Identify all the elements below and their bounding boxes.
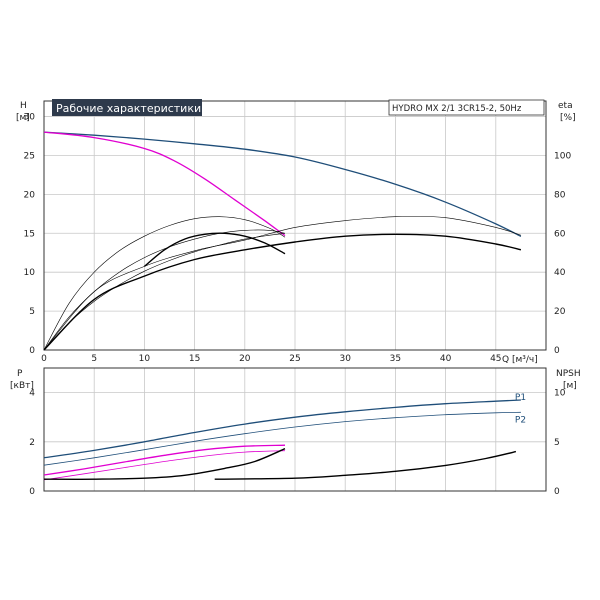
top-x-tick-label: 40 (440, 354, 452, 364)
top-y-left-tick-label: 10 (24, 268, 36, 278)
y-right-unit: [%] (560, 113, 576, 123)
bottom-series-line-4 (43, 448, 286, 480)
bottom-y-left-tick-label: 4 (29, 389, 35, 399)
top-y-left-tick-label: 5 (29, 307, 35, 317)
chart-title: Рабочие характеристики (56, 102, 201, 115)
top-chart-grid (43, 101, 546, 351)
y-right-label: eta (558, 101, 573, 111)
top-x-tick-label: 25 (289, 354, 300, 364)
top-x-tick-label: 5 (91, 354, 97, 364)
top-y-right-tick-label: 20 (554, 307, 566, 317)
top-chart-ticks: 0 5 10 15 20 25 30 35 40 45 0 5 10 15 20 25 30 0 20 40 60 80 1… (24, 113, 572, 364)
top-x-tick-label: 35 (390, 354, 401, 364)
power-axis-label: P (17, 369, 23, 379)
top-y-right-tick-label: 80 (554, 190, 566, 200)
top-series-line-0 (43, 131, 522, 237)
top-chart-series (43, 131, 522, 351)
top-series-line-6 (43, 233, 286, 351)
bottom-series-line-3 (43, 450, 286, 481)
top-y-left-tick-label: 15 (24, 229, 35, 239)
npsh-axis-unit: [м] (563, 381, 577, 391)
bottom-chart-ticks: 0 2 4 0 5 10 (29, 389, 565, 497)
top-y-right-tick-label: 0 (554, 346, 560, 356)
top-y-left-tick-label: 20 (24, 190, 36, 200)
top-series-line-7 (43, 216, 521, 351)
top-y-left-tick-label: 25 (24, 151, 35, 161)
top-x-tick-label: 15 (189, 354, 200, 364)
chart-title-box (52, 99, 202, 116)
bottom-y-right-tick-label: 10 (554, 389, 566, 399)
top-x-tick-label: 20 (239, 354, 251, 364)
top-x-tick-label: 10 (139, 354, 151, 364)
npsh-axis-label: NPSH (556, 369, 581, 379)
bottom-series-line-2 (43, 444, 286, 476)
bottom-y-left-tick-label: 2 (29, 438, 35, 448)
power-axis-unit: [кВт] (10, 381, 34, 391)
x-axis-label: Q [м³/ч] (502, 355, 538, 365)
top-x-tick-label: 45 (490, 354, 501, 364)
bottom-series-line-0 (43, 399, 521, 459)
top-y-right-tick-label: 40 (554, 268, 566, 278)
top-series-line-4 (43, 216, 286, 351)
y-left-label: H (20, 101, 27, 111)
top-y-right-tick-label: 100 (554, 151, 571, 161)
bottom-series-label-p1: P1 (515, 393, 526, 403)
bottom-y-right-tick-label: 5 (554, 438, 560, 448)
chart-subtitle: HYDRO MX 2/1 3CR15-2, 50Hz (392, 104, 522, 114)
bottom-series-label-p2: P2 (515, 415, 526, 425)
y-left-unit: [м] (16, 113, 30, 123)
top-x-tick-label: 0 (41, 354, 47, 364)
top-series-line-2 (143, 232, 286, 267)
bottom-chart-grid (43, 368, 546, 492)
bottom-series-line-1 (43, 411, 521, 466)
top-y-left-tick-label: 0 (29, 346, 35, 356)
top-chart-frame (43, 100, 547, 351)
top-x-tick-label: 30 (339, 354, 351, 364)
top-series-line-3 (43, 233, 522, 351)
chart-subtitle-box (388, 99, 545, 116)
bottom-y-left-tick-label: 0 (29, 487, 35, 497)
bottom-chart-series: P1 P2 (43, 393, 526, 481)
top-y-right-tick-label: 60 (554, 229, 566, 239)
bottom-series-line-5 (214, 450, 517, 480)
bottom-chart-frame (43, 367, 547, 492)
top-series-line-1 (43, 131, 286, 237)
top-y-left-tick-label: 30 (24, 113, 36, 123)
bottom-y-right-tick-label: 0 (554, 487, 560, 497)
top-series-line-5 (43, 229, 286, 351)
